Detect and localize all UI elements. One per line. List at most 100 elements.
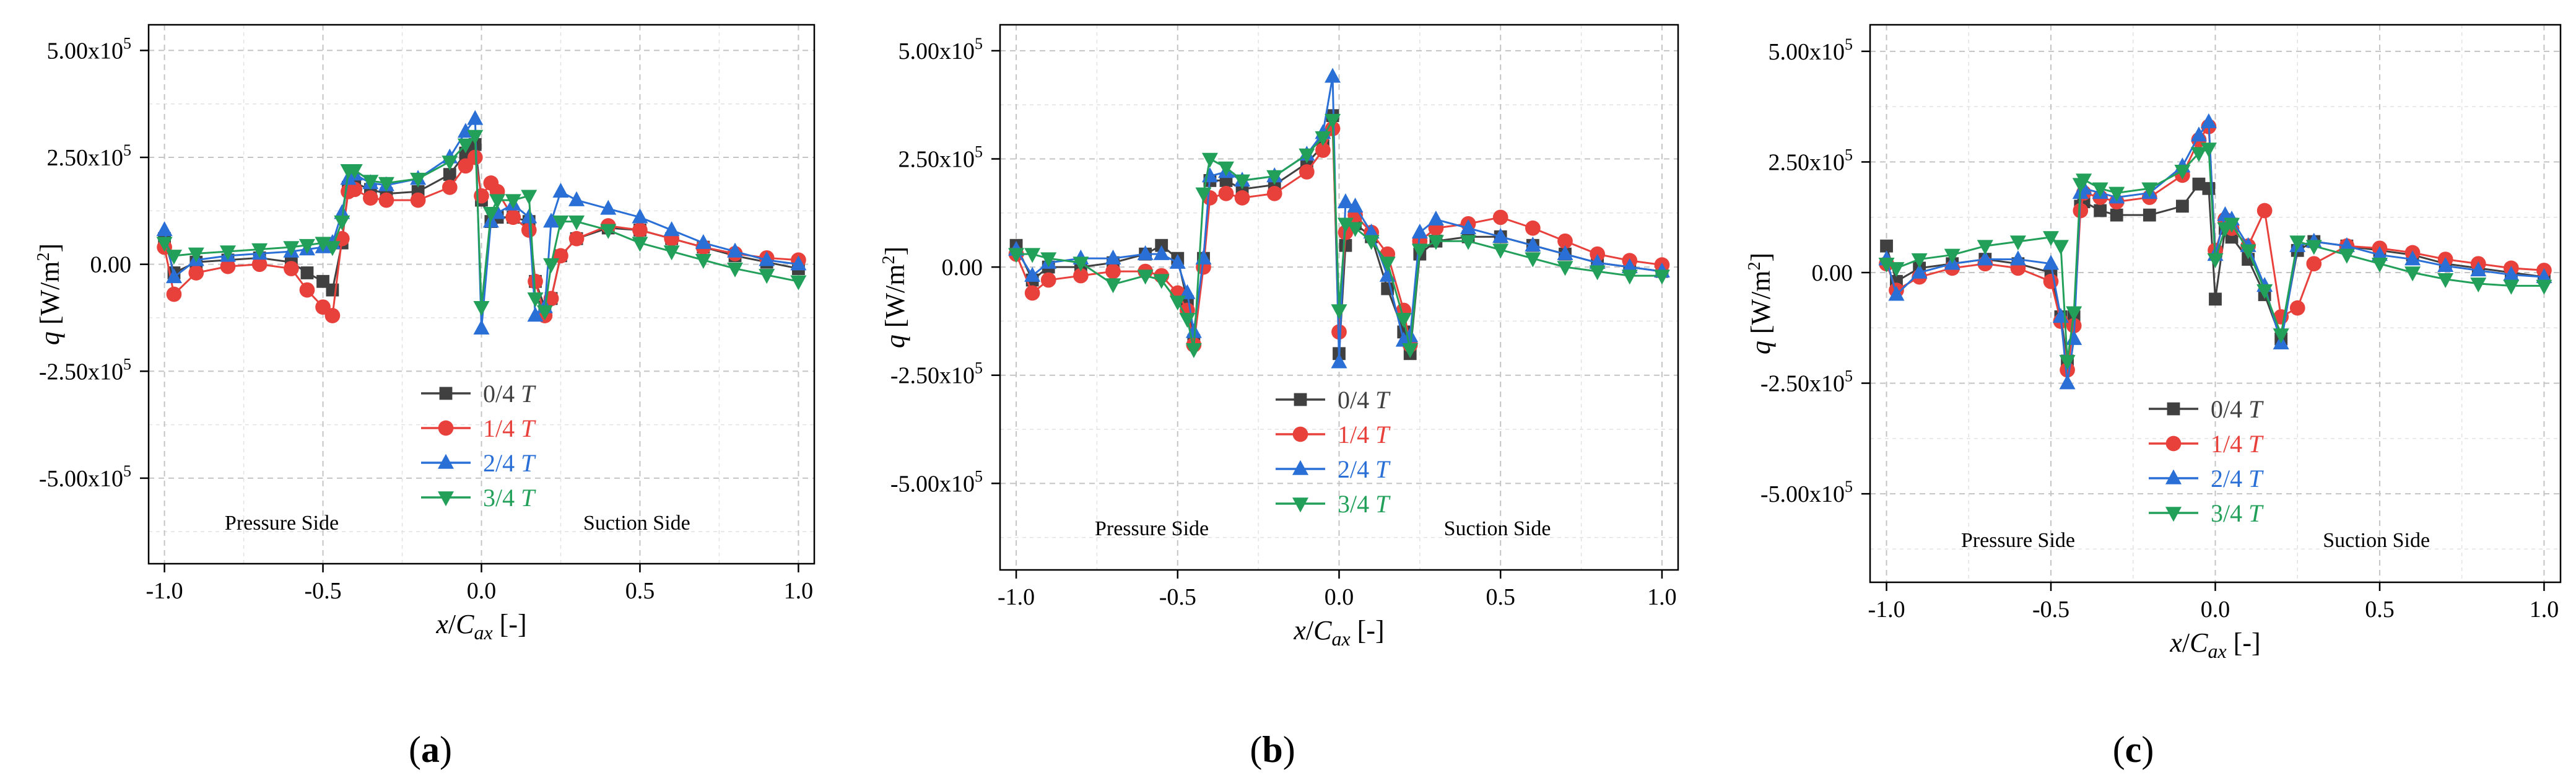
x-tick-label: 0.5 — [625, 578, 655, 604]
data-point — [1325, 68, 1341, 83]
data-point — [1315, 142, 1331, 158]
y-tick-label: -5.00x105 — [1760, 478, 1853, 507]
y-tick-label: 5.00x105 — [47, 34, 132, 64]
data-point — [2066, 306, 2082, 322]
data-point — [2009, 235, 2026, 251]
data-point — [1878, 257, 1895, 273]
data-point — [188, 247, 204, 263]
data-point — [1427, 235, 1444, 250]
data-point — [334, 204, 350, 219]
data-point — [790, 255, 807, 271]
data-point — [2209, 292, 2222, 306]
y-tick-label: 0.00 — [942, 255, 983, 281]
data-point — [315, 237, 331, 252]
legend-entry: 3/4 T — [1338, 490, 1391, 518]
data-point — [442, 180, 458, 195]
data-point — [1460, 235, 1477, 250]
data-point — [1411, 223, 1428, 238]
data-point — [1266, 170, 1283, 185]
data-point — [1525, 252, 1541, 268]
legend-marker — [438, 420, 454, 436]
data-point — [1137, 269, 1154, 285]
data-point — [165, 268, 182, 284]
series-line — [1015, 128, 1663, 346]
data-point — [695, 234, 711, 249]
data-point — [1402, 327, 1419, 343]
chart-panel-1: -1.0 -0.5 0.0 0.5 1.0 5.00x105 2.50x105 0.00 -2.… — [34, 24, 816, 770]
data-point — [1337, 193, 1354, 209]
region-label: Pressure Side — [1961, 529, 2075, 552]
data-point — [1492, 227, 1509, 243]
data-point — [1024, 266, 1041, 282]
legend-marker — [2165, 435, 2182, 452]
y-tick-label: -2.50x105 — [890, 359, 983, 389]
data-point — [362, 190, 378, 206]
data-point — [1169, 295, 1186, 311]
data-point — [1153, 245, 1170, 260]
data-point — [2207, 253, 2224, 268]
data-point — [1179, 284, 1196, 299]
chart-panel-2: -1.0 -0.5 0.0 0.5 1.0 5.00x105 2.50x105 0.00 -2.… — [879, 24, 1679, 770]
legend-entry: 0/4 T — [2211, 395, 2264, 423]
data-point — [1024, 248, 1041, 263]
data-point — [1218, 161, 1234, 177]
series-line — [1015, 76, 1663, 364]
data-point — [1105, 263, 1121, 279]
legend-marker — [439, 387, 453, 400]
data-point — [489, 194, 506, 209]
data-point — [378, 192, 394, 208]
data-point — [1589, 253, 1606, 269]
x-tick-label: -0.5 — [304, 578, 341, 604]
x-tick-label: 1.0 — [784, 578, 814, 604]
data-point — [2371, 246, 2388, 261]
data-point — [1492, 209, 1508, 225]
data-point — [552, 215, 569, 230]
data-point — [1880, 239, 1893, 253]
data-point — [457, 138, 474, 154]
data-point — [663, 245, 680, 261]
data-point — [346, 164, 363, 180]
y-tick-label: 2.50x105 — [899, 143, 983, 173]
data-point — [2306, 256, 2322, 272]
x-tick-label: 0.0 — [2201, 597, 2230, 623]
data-point — [790, 275, 807, 291]
x-tick-label: 1.0 — [1647, 584, 1677, 610]
data-point — [1153, 274, 1170, 289]
data-point — [1653, 269, 1670, 285]
x-tick-label: 0.5 — [1486, 584, 1515, 610]
data-point — [2190, 126, 2207, 142]
data-point — [1040, 272, 1056, 288]
data-point — [505, 194, 521, 209]
legend-entry: 1/4 T — [2211, 430, 2264, 458]
x-tick-label: 0.5 — [2365, 597, 2395, 623]
data-point — [2404, 250, 2421, 266]
data-point — [1234, 174, 1251, 190]
data-point — [165, 250, 182, 265]
data-point — [410, 172, 427, 188]
data-point — [2305, 240, 2322, 255]
data-point — [527, 307, 544, 322]
data-point — [410, 192, 426, 208]
data-point — [2240, 244, 2256, 260]
data-point — [1073, 268, 1089, 284]
legend-entry: 2/4 T — [1338, 455, 1391, 483]
data-point — [1347, 198, 1364, 213]
data-point — [1024, 285, 1040, 301]
data-point — [188, 265, 204, 281]
data-point — [1331, 353, 1347, 369]
legend-entry: 2/4 T — [2211, 465, 2264, 492]
data-point — [2043, 273, 2059, 289]
panel-label: (c) — [2113, 729, 2154, 770]
legend-marker — [2167, 402, 2180, 416]
y-tick-label: -2.50x105 — [1760, 367, 1853, 397]
series-line — [1016, 119, 1662, 351]
data-point — [632, 222, 648, 238]
data-point — [536, 305, 553, 320]
y-tick-label: 2.50x105 — [47, 141, 132, 171]
legend-entry: 0/4 T — [1338, 386, 1391, 414]
data-point — [2009, 250, 2026, 266]
data-point — [300, 266, 314, 279]
data-point — [1911, 263, 1928, 279]
